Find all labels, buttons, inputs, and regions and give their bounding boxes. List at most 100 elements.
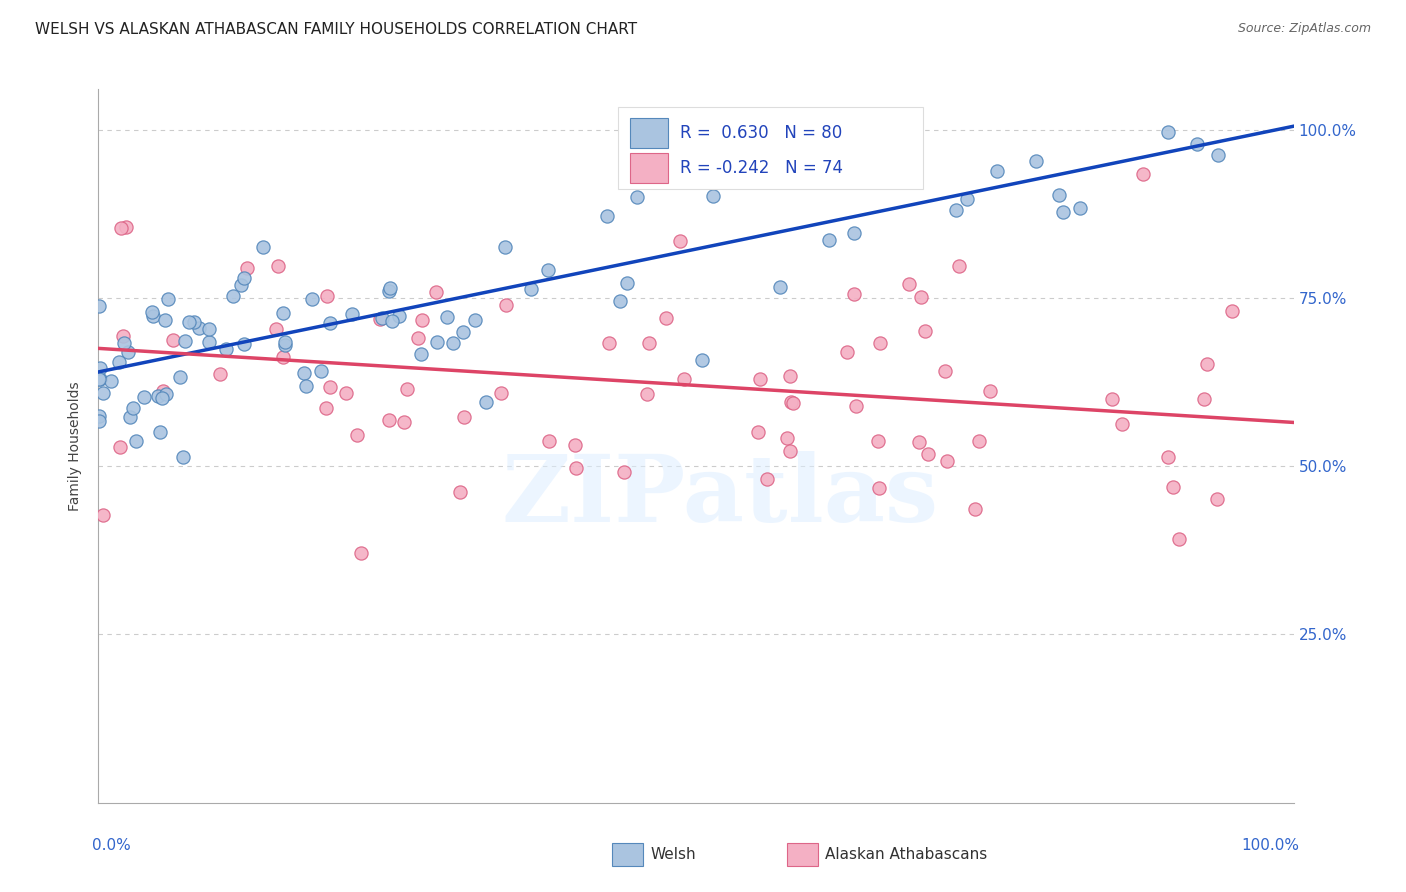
Point: [315, 401, 337, 416]
Point: [1206, 147, 1229, 161]
FancyBboxPatch shape: [619, 107, 922, 189]
Point: [613, 465, 636, 479]
Point: [837, 345, 859, 359]
Point: [441, 336, 464, 351]
Point: [319, 380, 342, 394]
Point: [172, 450, 194, 465]
Point: [910, 290, 932, 304]
Point: [967, 434, 990, 449]
FancyBboxPatch shape: [613, 843, 644, 865]
Point: [598, 335, 620, 350]
Point: [87, 372, 110, 386]
Point: [775, 432, 797, 446]
Point: [108, 440, 131, 454]
Point: [155, 386, 177, 401]
Point: [1161, 480, 1184, 494]
Point: [235, 260, 257, 275]
Point: [636, 387, 658, 401]
Text: Welsh: Welsh: [651, 847, 696, 862]
Point: [520, 282, 543, 296]
Point: [388, 309, 411, 323]
Point: [274, 335, 297, 350]
Point: [174, 334, 197, 349]
Point: [108, 354, 131, 368]
Point: [948, 259, 970, 273]
Point: [198, 335, 221, 350]
Point: [945, 202, 967, 217]
Point: [917, 447, 939, 461]
FancyBboxPatch shape: [630, 118, 668, 148]
Point: [747, 425, 769, 440]
Point: [425, 285, 447, 300]
Point: [301, 292, 323, 306]
Point: [89, 299, 111, 313]
Point: [495, 298, 517, 312]
Point: [153, 313, 176, 327]
Point: [340, 307, 363, 321]
Point: [1185, 136, 1208, 151]
Point: [748, 372, 770, 386]
Point: [1111, 417, 1133, 432]
Point: [844, 226, 866, 240]
Point: [963, 501, 986, 516]
Point: [188, 320, 211, 334]
Point: [673, 371, 696, 385]
Text: Source: ZipAtlas.com: Source: ZipAtlas.com: [1237, 22, 1371, 36]
Point: [779, 368, 801, 383]
Point: [596, 209, 619, 223]
Point: [91, 385, 114, 400]
Point: [449, 485, 471, 500]
Point: [198, 322, 221, 336]
Point: [89, 409, 111, 423]
Point: [979, 384, 1001, 398]
Point: [117, 345, 139, 359]
Point: [1132, 167, 1154, 181]
Point: [868, 481, 890, 495]
Point: [149, 425, 172, 440]
Point: [215, 342, 238, 356]
Point: [111, 329, 134, 343]
Text: R = -0.242   N = 74: R = -0.242 N = 74: [681, 160, 844, 178]
Point: [100, 374, 122, 388]
Point: [844, 286, 866, 301]
Text: 100.0%: 100.0%: [1241, 838, 1299, 854]
Point: [231, 278, 253, 293]
Point: [122, 401, 145, 416]
Point: [475, 395, 498, 409]
Point: [494, 240, 516, 254]
Text: WELSH VS ALASKAN ATHABASCAN FAMILY HOUSEHOLDS CORRELATION CHART: WELSH VS ALASKAN ATHABASCAN FAMILY HOUSE…: [35, 22, 637, 37]
Text: Alaskan Athabascans: Alaskan Athabascans: [825, 847, 987, 862]
Text: R =  0.630   N = 80: R = 0.630 N = 80: [681, 124, 842, 142]
Point: [564, 461, 586, 475]
Point: [125, 434, 148, 448]
Point: [1192, 392, 1215, 407]
Point: [1195, 357, 1218, 371]
Point: [162, 333, 184, 347]
Point: [91, 508, 114, 522]
Point: [536, 263, 558, 277]
Point: [1206, 491, 1229, 506]
Point: [371, 310, 394, 325]
Point: [222, 289, 245, 303]
Point: [110, 221, 132, 235]
Point: [335, 385, 357, 400]
Point: [112, 336, 135, 351]
Point: [406, 331, 429, 345]
Point: [453, 409, 475, 424]
Point: [1047, 188, 1070, 202]
Point: [1220, 303, 1243, 318]
Point: [866, 434, 889, 448]
Point: [756, 472, 779, 486]
Point: [264, 322, 287, 336]
Point: [914, 324, 936, 338]
Point: [271, 350, 294, 364]
Point: [626, 190, 648, 204]
Point: [346, 428, 368, 442]
Point: [150, 392, 173, 406]
Point: [179, 315, 201, 329]
Point: [134, 390, 156, 404]
Point: [779, 444, 801, 458]
Point: [956, 192, 979, 206]
Point: [271, 306, 294, 320]
Point: [396, 382, 419, 396]
